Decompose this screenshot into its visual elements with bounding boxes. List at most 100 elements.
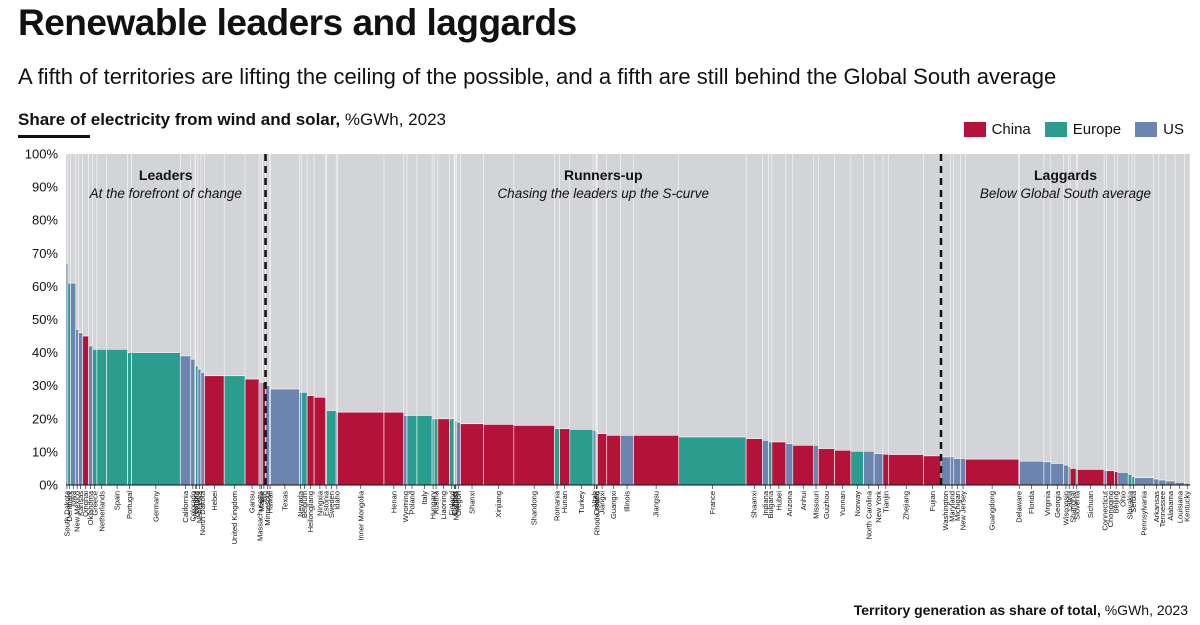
category-label-ohio: Ohio	[1118, 491, 1127, 507]
bar-guangdong	[965, 458, 1020, 486]
category-label-minnesota: Minnesota	[263, 490, 272, 525]
category-label-denmark: Denmark	[65, 491, 74, 522]
chart-heading: Share of electricity from wind and solar…	[18, 110, 446, 130]
category-label-oregon: Oregon	[454, 491, 463, 516]
category-label-norway: Norway	[853, 491, 862, 517]
category-label-missouri: Missouri	[812, 491, 821, 519]
bar-fujian	[923, 455, 942, 486]
bar-united-kingdom	[223, 375, 246, 486]
category-label-kentucky: Kentucky	[1183, 491, 1192, 522]
category-label-vermont: Vermont	[191, 490, 200, 519]
bar-anhui	[792, 444, 815, 486]
bar-bulgaria	[768, 441, 773, 486]
category-label-maryland: Maryland	[948, 491, 957, 522]
category-label-jilin: Jilin	[259, 491, 268, 504]
bar-tianjin	[882, 453, 890, 486]
y-axis: 0% 10% 20% 30% 40% 50% 60% 70% 80% 90% 100%	[25, 147, 59, 493]
category-label-italy: Italy	[420, 491, 429, 505]
category-label-sweden: Sweden	[327, 491, 336, 518]
y-tick-label: 40%	[32, 345, 58, 360]
bar-portugal	[127, 352, 132, 486]
bar-beijing	[1114, 471, 1119, 486]
category-label-washington: Washington	[941, 491, 950, 530]
y-tick-label: 90%	[32, 180, 58, 195]
bar-california	[179, 355, 192, 486]
category-label-california: California	[181, 490, 190, 523]
category-label-latvia: Latvia	[1065, 490, 1074, 511]
bar-sichuan	[1077, 469, 1105, 486]
category-label-inner-mongolia: Inner Mongolia	[356, 490, 365, 540]
category-label-jiangsu: Jiangsu	[652, 491, 661, 517]
bar-guangxi	[606, 435, 621, 486]
legend-item-us: US	[1135, 121, 1184, 138]
category-label-austria: Austria	[432, 490, 441, 514]
category-label-poland: Poland	[407, 491, 416, 514]
group-desc-runners-up: Chasing the leaders up the S-curve	[497, 186, 709, 201]
bar-michigan	[953, 458, 962, 486]
category-label-sichuan: Sichuan	[1086, 491, 1095, 518]
category-label-colorado: Colorado	[188, 491, 197, 521]
bar-greece	[92, 348, 98, 486]
category-label-xinjiang: Xinjiang	[494, 491, 503, 518]
bar-germany	[131, 352, 181, 486]
category-label-hawaii: Hawaii	[266, 491, 275, 514]
bar-spain	[106, 348, 128, 486]
bar-romania	[554, 428, 560, 486]
bar-north-carolina	[863, 450, 875, 486]
legend-item-europe: Europe	[1044, 121, 1121, 138]
category-label-new-york: New York	[874, 491, 883, 523]
bar-denmark	[67, 282, 71, 486]
category-label-virginia: Virginia	[1043, 490, 1052, 516]
category-label-iowa: Iowa	[69, 490, 78, 507]
category-label-shanxi: Shanxi	[468, 491, 477, 514]
x-axis-caption: Territory generation as share of total, …	[854, 602, 1188, 618]
bar-washington	[940, 456, 951, 486]
category-label-belgium: Belgium	[300, 491, 309, 518]
heading-underline	[18, 135, 90, 138]
y-tick-label: 30%	[32, 378, 58, 393]
category-label-germany: Germany	[151, 491, 160, 522]
category-label-nebraska: Nebraska	[195, 490, 204, 523]
y-tick-label: 20%	[32, 411, 58, 426]
category-label-hubei: Hubei	[774, 491, 783, 511]
bar-belgium	[301, 392, 308, 486]
category-label-nevada: Nevada	[296, 490, 305, 517]
category-label-kansas: Kansas	[76, 491, 85, 516]
bar-wisconsin	[1063, 464, 1069, 486]
bar-connecticut	[1103, 469, 1107, 486]
bar-colorado	[190, 358, 196, 486]
category-label-shanghai: Shanghai	[1069, 491, 1078, 523]
footer-rest: %GWh, 2023	[1100, 602, 1188, 618]
legend-label-china: China	[991, 121, 1031, 138]
category-label-utah: Utah	[590, 491, 599, 507]
bar-turkey	[569, 429, 594, 486]
category-label-estonia: Estonia	[322, 490, 331, 516]
bar-poland	[406, 415, 418, 486]
bar-north-dakota	[200, 372, 205, 486]
category-label-new-mexico: New Mexico	[73, 491, 82, 532]
bar-arizona	[785, 443, 794, 486]
bar-yunnan	[834, 449, 852, 486]
bar-oklahoma	[88, 345, 94, 486]
category-label-delaware: Delaware	[1015, 491, 1024, 523]
bars	[65, 154, 1191, 486]
category-label-cyprus: Cyprus	[450, 491, 459, 515]
category-label-illinois: Illinois	[623, 491, 632, 512]
bar-georgia	[1050, 463, 1064, 486]
bar-hungary	[431, 418, 435, 486]
bar-alabama	[1165, 480, 1176, 486]
category-label-henan: Henan	[389, 491, 398, 513]
bar-illinois	[620, 435, 634, 486]
category-label-louisiana: Louisiana	[1175, 490, 1184, 523]
category-label-arkansas: Arkansas	[1152, 491, 1161, 523]
group-desc-laggards: Below Global South average	[980, 186, 1151, 201]
category-label-romania: Romania	[553, 490, 562, 521]
category-label-arizona: Arizona	[785, 490, 794, 516]
category-label-montana: Montana	[451, 490, 460, 520]
bar-jiangsu	[633, 435, 680, 486]
category-label-jiangxi: Jiangxi	[598, 491, 607, 515]
category-label-florida: Florida	[1027, 490, 1036, 514]
category-label-south-dakota: South Dakota	[62, 490, 71, 536]
bar-tennessee	[1158, 479, 1167, 486]
bar-austria	[433, 418, 439, 486]
